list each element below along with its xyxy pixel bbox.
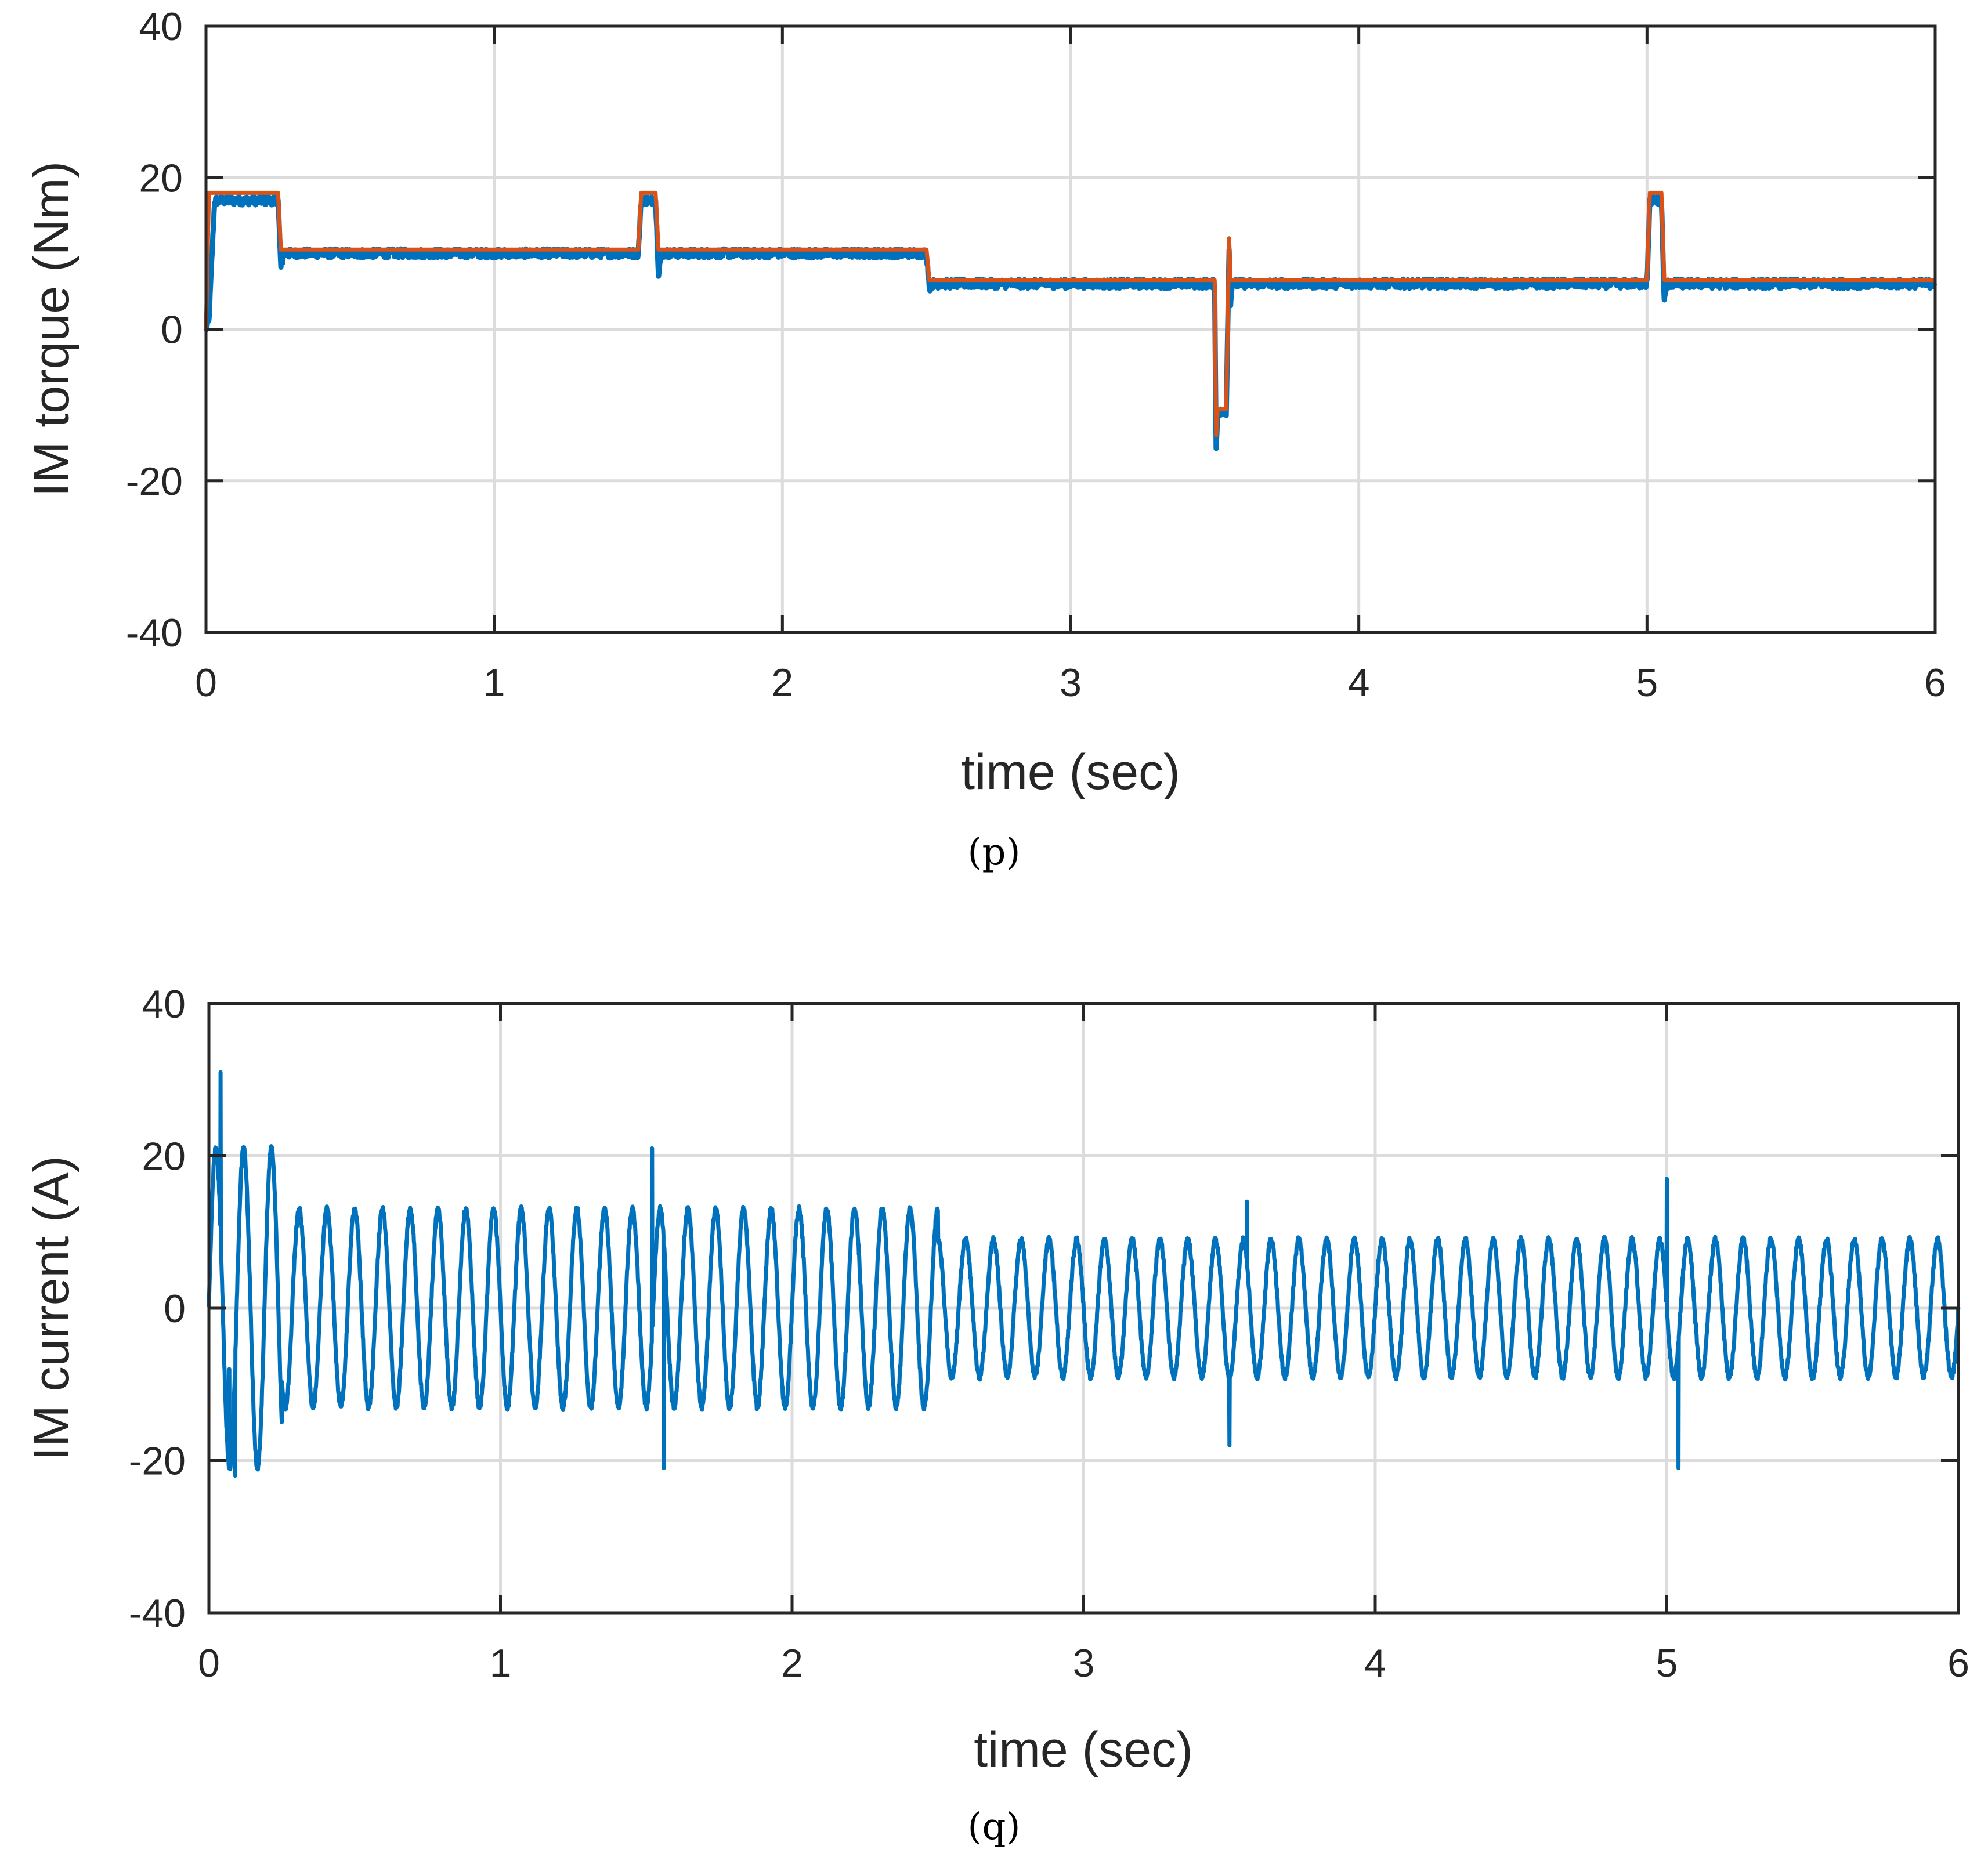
torque-y-tick-label: 40: [139, 5, 183, 49]
torque-x-tick-label: 3: [1060, 661, 1082, 705]
torque-x-tick-label: 1: [483, 661, 505, 705]
current-caption: (q): [968, 1805, 1021, 1848]
torque-y-tick-label: 0: [161, 308, 183, 352]
current-series-layer: [207, 1070, 1961, 1478]
torque-x-tick-label: 2: [771, 661, 793, 705]
current-series-1-line: [207, 1070, 1961, 1478]
current-x-axis-label: time (sec): [974, 1722, 1192, 1778]
current-x-tick-label: 3: [1073, 1641, 1095, 1685]
torque-series-2-line: [204, 190, 1937, 437]
current-x-tick-label: 1: [490, 1641, 512, 1685]
current-x-tick-label: 6: [1947, 1641, 1969, 1685]
torque-caption: (p): [968, 831, 1021, 874]
torque-chart: 0 1 2 3 4 5 6 -40 -20 0 20 40 time (sec) IM torque …: [24, 5, 1946, 874]
current-y-tick-label: 0: [164, 1287, 186, 1331]
torque-y-tick-label: -20: [126, 459, 183, 504]
torque-y-axis-label: IM torque (Nm): [24, 161, 79, 497]
torque-y-tick-label: 20: [139, 156, 183, 200]
current-chart: 0 1 2 3 4 5 6 -40 -20 0 20 40 time (sec) IM current…: [24, 982, 1969, 1848]
current-x-tick-label: 5: [1656, 1641, 1678, 1685]
current-ticks: 0 1 2 3 4 5 6 -40 -20 0 20 40: [129, 982, 1969, 1685]
torque-x-tick-label: 5: [1636, 661, 1658, 705]
torque-x-tick-label: 0: [195, 661, 217, 705]
torque-x-tick-label: 6: [1924, 661, 1946, 705]
current-y-tick-label: -20: [129, 1439, 186, 1483]
current-y-axis-label: IM current (A): [24, 1156, 79, 1461]
torque-grid: [206, 26, 1935, 632]
current-y-tick-label: -40: [129, 1591, 186, 1635]
current-x-tick-label: 0: [198, 1641, 220, 1685]
torque-x-axis-label: time (sec): [961, 744, 1180, 800]
torque-x-tick-label: 4: [1348, 661, 1370, 705]
torque-y-tick-label: -40: [126, 611, 183, 655]
current-y-tick-label: 20: [142, 1135, 186, 1179]
torque-ticks: 0 1 2 3 4 5 6 -40 -20 0 20 40: [126, 5, 1946, 705]
current-x-tick-label: 2: [781, 1641, 803, 1685]
current-x-tick-label: 4: [1364, 1641, 1386, 1685]
current-y-tick-label: 40: [142, 982, 186, 1026]
torque-series-layer: [203, 190, 1938, 451]
